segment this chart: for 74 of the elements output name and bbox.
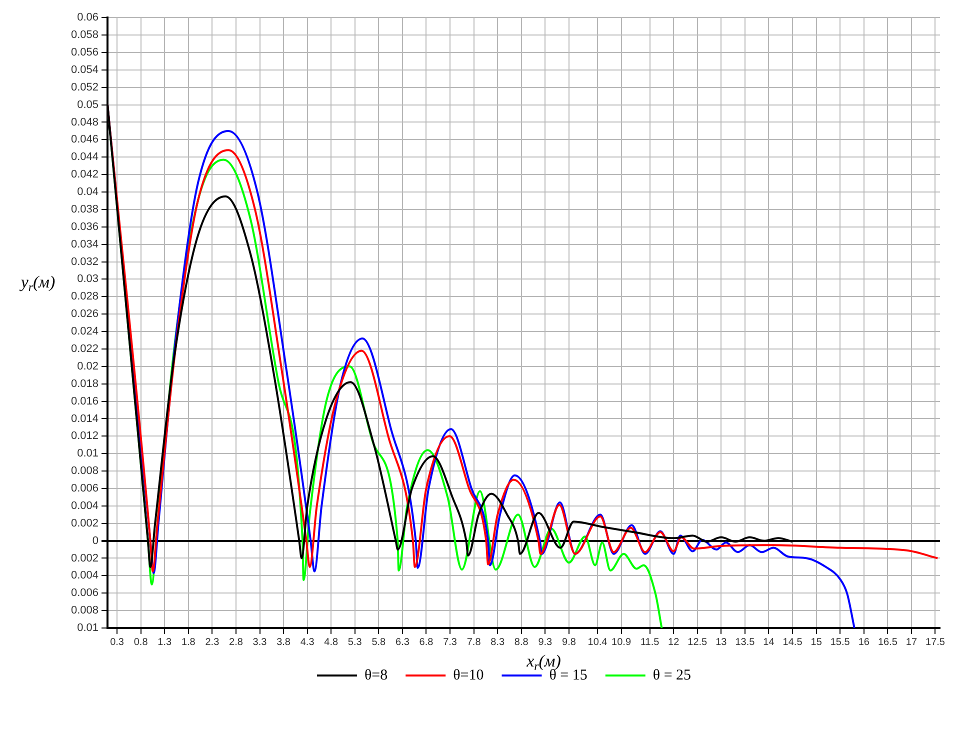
x-tick-label: 2.3 bbox=[205, 636, 220, 648]
y-tick-label: 0.048 bbox=[70, 116, 99, 128]
x-tick-label: 1.3 bbox=[158, 636, 172, 648]
y-tick-label: 0.03 bbox=[77, 273, 99, 286]
x-tick-label: 0.3 bbox=[110, 636, 124, 648]
x-tick-label: 16 bbox=[858, 636, 870, 648]
x-tick-label: 10.9 bbox=[612, 636, 632, 648]
y-tick-label: 0 bbox=[92, 534, 99, 547]
x-tick-label: 8.8 bbox=[514, 636, 529, 648]
y-tick-label: 0.002 bbox=[70, 517, 99, 530]
x-tick-label: 7.8 bbox=[466, 636, 482, 648]
y-tick-label: 0.02 bbox=[77, 360, 99, 372]
x-tick-label: 17 bbox=[906, 636, 918, 648]
y-tick-label: 0.014 bbox=[70, 412, 99, 425]
x-tick-label: 6.3 bbox=[396, 636, 410, 648]
x-tick-label: 7.3 bbox=[443, 636, 458, 648]
x-tick-label: 5.8 bbox=[372, 636, 386, 648]
y-tick-label: 0.044 bbox=[70, 151, 99, 164]
y-tick-label: 0.026 bbox=[70, 308, 99, 320]
y-tick-label: 0.036 bbox=[70, 220, 99, 233]
y-tick-label: 0.002 bbox=[70, 552, 99, 564]
y-tick-label: 0.06 bbox=[77, 12, 99, 24]
x-tick-label: 13 bbox=[716, 636, 728, 648]
y-tick-label: 0.004 bbox=[70, 570, 99, 582]
x-tick-label: 3.3 bbox=[252, 636, 268, 648]
x-tick-label: 15 bbox=[810, 636, 822, 648]
x-tick-label: 0.8 bbox=[134, 636, 148, 648]
y-tick-label: 0.046 bbox=[70, 134, 99, 146]
y-tick-label: 0.006 bbox=[70, 482, 99, 495]
y-tick-label: 0.054 bbox=[70, 64, 99, 76]
y-tick-label: 0.006 bbox=[70, 587, 99, 600]
x-tick-label: 14 bbox=[763, 636, 775, 648]
y-tick-label: 0.01 bbox=[77, 448, 99, 460]
y-tick-label: 0.016 bbox=[70, 395, 99, 408]
y-tick-label: 0.058 bbox=[70, 29, 99, 42]
x-tick-label: 13.5 bbox=[735, 636, 756, 648]
legend-label: θ = 25 bbox=[652, 667, 692, 684]
y-tick-label: 0.052 bbox=[70, 81, 99, 94]
x-tick-label: 11.5 bbox=[640, 636, 660, 648]
y-tick-label: 0.024 bbox=[70, 326, 99, 338]
y-tick-label: 0.034 bbox=[70, 238, 99, 250]
x-tick-label: 9.8 bbox=[562, 636, 576, 648]
y-tick-label: 0.056 bbox=[70, 46, 99, 59]
y-tick-label: 0.008 bbox=[70, 465, 99, 478]
x-tick-label: 2.8 bbox=[229, 636, 244, 648]
y-tick-label: 0.018 bbox=[70, 378, 99, 390]
x-tick-label: 9.3 bbox=[538, 636, 553, 648]
y-tick-label: 0.05 bbox=[77, 98, 99, 111]
x-tick-label: 10.4 bbox=[588, 636, 608, 648]
x-tick-label: 12 bbox=[668, 636, 680, 648]
legend-label: θ=10 bbox=[453, 667, 484, 684]
x-tick-label: 8.3 bbox=[490, 636, 505, 648]
x-tick-label: 4.8 bbox=[324, 636, 338, 648]
legend-label: θ=8 bbox=[364, 667, 388, 684]
y-tick-label: 0.008 bbox=[70, 604, 99, 617]
x-tick-label: 1.8 bbox=[181, 636, 196, 648]
y-tick-label: 0.022 bbox=[70, 342, 99, 355]
x-tick-label: 17.5 bbox=[926, 636, 946, 648]
y-tick-label: 0.004 bbox=[70, 500, 99, 512]
y-tick-label: 0.042 bbox=[70, 168, 99, 181]
x-tick-label: 12.5 bbox=[688, 636, 708, 648]
y-tick-label: 0.032 bbox=[70, 256, 99, 268]
y-tick-label: 0.04 bbox=[77, 186, 99, 198]
y-tick-label: 0.038 bbox=[70, 203, 99, 216]
y-tick-label: 0.028 bbox=[70, 290, 99, 303]
x-tick-label: 16.5 bbox=[878, 636, 898, 648]
x-tick-label: 6.8 bbox=[419, 636, 434, 648]
x-tick-label: 3.8 bbox=[276, 636, 291, 648]
x-tick-label: 15.5 bbox=[830, 636, 850, 648]
y-tick-label: 0.012 bbox=[70, 430, 99, 442]
y-tick-label: 0.01 bbox=[77, 622, 99, 634]
x-tick-label: 5.3 bbox=[348, 636, 362, 648]
x-tick-label: 4.3 bbox=[300, 636, 315, 648]
x-tick-label: 14.5 bbox=[782, 636, 803, 648]
